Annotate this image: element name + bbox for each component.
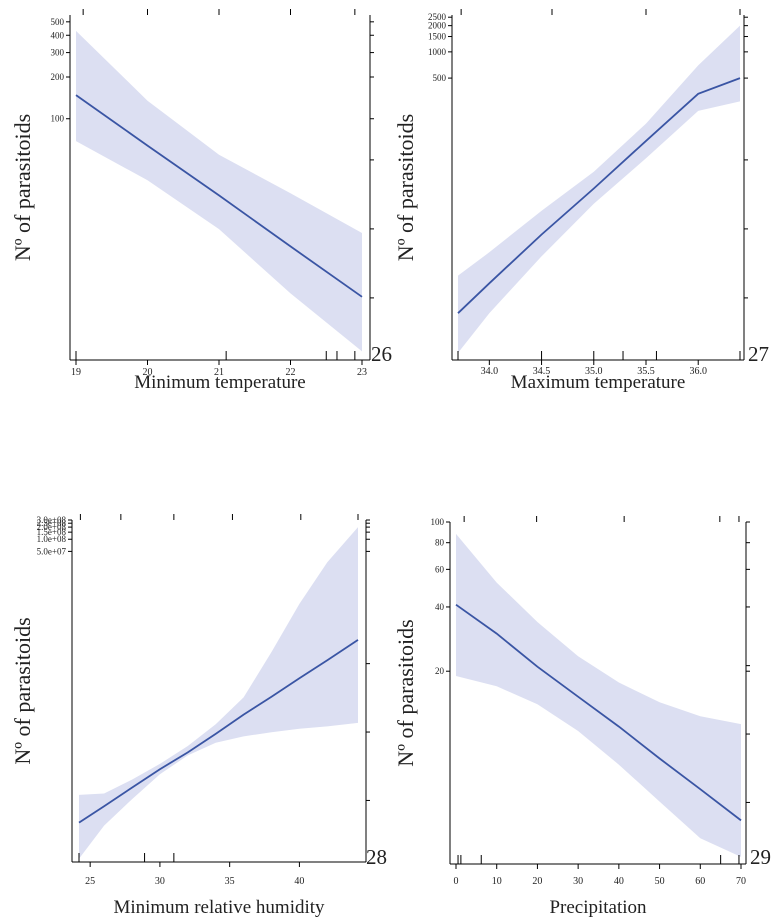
x-tick-label: 35.5 [637, 366, 655, 377]
x-axis-title: Minimum relative humidity [113, 897, 325, 918]
y-tick-label: 500 [51, 17, 65, 27]
y-tick-label: 1000 [428, 47, 447, 57]
x-tick-label: 60 [695, 876, 705, 887]
y-tick-label: 40 [435, 602, 445, 612]
y-tick-label: 500 [433, 73, 447, 83]
y-tick-label: 3.0e+08 [37, 515, 67, 525]
y-tick-label: 1.5e+08 [37, 527, 67, 537]
fitted-line [457, 77, 741, 314]
y-tick-label: 2500 [428, 12, 447, 22]
y-tick-label: 300 [51, 48, 65, 58]
x-tick-label: 23 [357, 367, 367, 378]
panel-number: 29 [750, 845, 771, 869]
x-axis-title: Precipitation [549, 897, 647, 918]
y-tick-label: 200 [51, 72, 65, 82]
x-tick-label: 36.0 [689, 366, 707, 377]
y-tick-label: 2.5e+08 [37, 518, 67, 528]
y-tick-label: 80 [435, 538, 445, 548]
y-tick-label: 20 [435, 666, 445, 676]
y-axis-title: Nº of parasitoids [393, 114, 418, 261]
x-tick-label: 20 [143, 367, 153, 378]
y-axis-title: Nº of parasitoids [10, 114, 35, 261]
confidence-band [79, 527, 358, 859]
x-tick-label: 21 [214, 367, 224, 378]
fitted-line [78, 639, 359, 824]
y-tick-label: 100 [431, 517, 445, 527]
y-tick-label: 1500 [428, 32, 447, 42]
panel-number: 26 [371, 342, 392, 366]
x-tick-label: 34.5 [533, 366, 551, 377]
y-tick-label: 60 [435, 564, 445, 574]
x-tick-label: 30 [573, 876, 583, 887]
confidence-band [458, 25, 740, 353]
x-axis-title: Minimum temperature [134, 372, 305, 393]
x-tick-label: 10 [492, 876, 502, 887]
x-tick-label: 25 [85, 876, 95, 887]
y-tick-label: 2.0e+08 [37, 522, 67, 532]
x-tick-label: 50 [655, 876, 665, 887]
x-tick-label: 34.0 [481, 366, 499, 377]
panel-number: 28 [366, 845, 387, 869]
x-tick-label: 35 [225, 876, 235, 887]
fitted-line [75, 94, 363, 298]
panel-29: 20 40 60 80 100 0 10 20 30 40 50 60 70 Precipitation N… [393, 516, 771, 918]
x-tick-label: 0 [454, 876, 459, 887]
panel-26: 100 200 300 400 500 19 20 21 22 23 Minimum tempera… [10, 9, 392, 393]
x-tick-label: 40 [614, 876, 624, 887]
panel-number: 27 [748, 342, 769, 366]
y-axis-title: Nº of parasitoids [10, 617, 35, 764]
y-axis-title: Nº of parasitoids [393, 619, 418, 766]
confidence-band [456, 533, 741, 857]
y-tick-label: 5.0e+07 [37, 546, 67, 556]
y-tick-label: 100 [51, 114, 65, 124]
y-tick-label: 2000 [428, 21, 447, 31]
y-tick-label: 400 [51, 30, 65, 40]
y-tick-label: 1.0e+08 [37, 534, 67, 544]
fitted-line [455, 603, 742, 822]
x-tick-label: 22 [286, 367, 296, 378]
confidence-band [76, 30, 362, 352]
x-tick-label: 40 [294, 876, 304, 887]
x-tick-label: 19 [71, 367, 81, 378]
panel-28: 5.0e+07 1.0e+081.5e+082.0e+082.5e+083.0e+… [10, 514, 387, 918]
x-tick-label: 35.0 [585, 366, 603, 377]
x-tick-label: 70 [736, 876, 746, 887]
x-tick-label: 20 [532, 876, 542, 887]
x-tick-label: 30 [155, 876, 165, 887]
x-axis-title: Maximum temperature [511, 372, 686, 393]
